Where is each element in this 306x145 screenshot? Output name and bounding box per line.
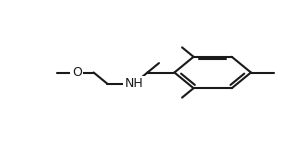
Text: O: O — [72, 66, 82, 79]
Text: NH: NH — [125, 77, 144, 90]
